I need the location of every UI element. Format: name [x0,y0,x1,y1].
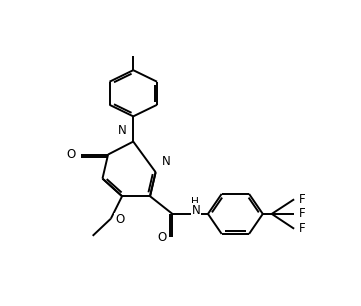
Text: O: O [115,213,124,226]
Text: F: F [299,222,306,235]
Text: O: O [158,231,167,244]
Text: F: F [299,193,306,206]
Text: N: N [118,125,126,137]
Text: N: N [162,155,170,168]
Text: N: N [192,203,201,217]
Text: F: F [299,207,306,220]
Text: O: O [66,148,75,161]
Text: H: H [191,197,199,207]
